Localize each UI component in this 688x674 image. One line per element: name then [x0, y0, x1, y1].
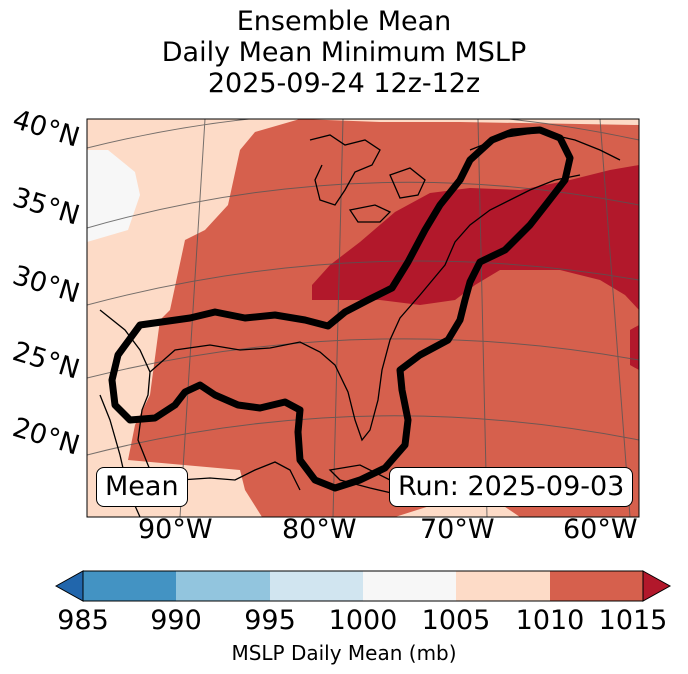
great-lakes — [309, 134, 426, 223]
colorbar-tick-1010: 1010 — [515, 605, 585, 636]
colorbar-tick-995: 995 — [244, 605, 296, 636]
run-date-box: Run: 2025-09-03 — [389, 467, 634, 507]
title-line-3: 2025-09-24 12z-12z — [207, 68, 481, 99]
mean-contour — [108, 126, 574, 492]
map-frame — [86, 118, 640, 518]
colorbar-bin-985-990 — [83, 571, 176, 601]
colorbar-bin-990-995 — [176, 571, 270, 601]
colorbar-under-arrow — [54, 570, 84, 602]
title-line-2: Daily Mean Minimum MSLP — [161, 37, 527, 68]
lon-label-90w: 90°W — [138, 514, 213, 545]
colorbar-bin-995-1000 — [270, 571, 363, 601]
colorbar-tick-985: 985 — [57, 605, 109, 636]
lon-label-60w: 60°W — [563, 514, 638, 545]
field-above-1015-east — [630, 325, 639, 370]
field-above-1015 — [312, 165, 639, 310]
title-line-1: Ensemble Mean — [236, 6, 452, 37]
colorbar-tick-990: 990 — [150, 605, 202, 636]
map-area — [87, 119, 639, 517]
colorbar-bin-1005-1010 — [456, 571, 550, 601]
field-1000-1005 — [87, 150, 140, 242]
colorbar-title: MSLP Daily Mean (mb) — [231, 641, 457, 665]
colorbar-over-arrow — [642, 570, 672, 602]
colorbar — [54, 570, 672, 602]
lon-label-80w: 80°W — [282, 514, 357, 545]
mean-label-box: Mean — [96, 467, 188, 507]
field-1005-1010-north — [300, 119, 639, 125]
colorbar-bin-1000-1005 — [363, 571, 456, 601]
figure-title: Ensemble Mean Daily Mean Minimum MSLP 20… — [0, 6, 688, 99]
lon-label-70w: 70°W — [420, 514, 495, 545]
colorbar-tick-1005: 1005 — [421, 605, 491, 636]
colorbar-bin-1010-1015 — [550, 571, 643, 601]
colorbar-tick-1015: 1015 — [598, 605, 668, 636]
field-1005-1010-west — [87, 119, 300, 517]
colorbar-tick-1000: 1000 — [328, 605, 398, 636]
